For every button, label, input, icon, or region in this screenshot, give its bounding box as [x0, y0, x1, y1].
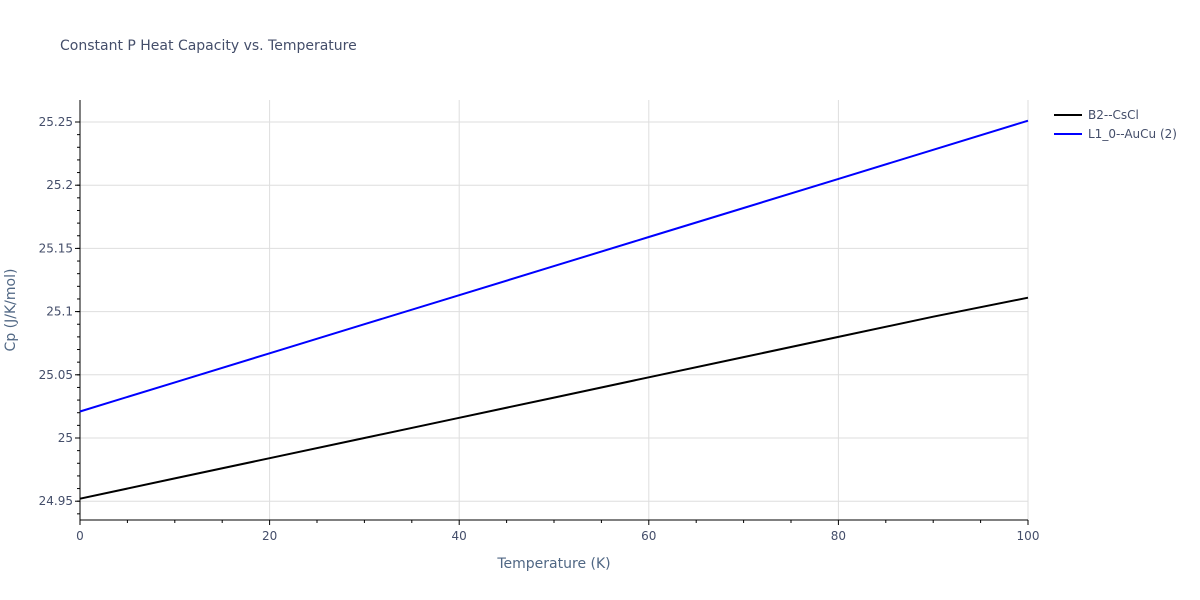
series-line — [79, 296, 1029, 500]
y-tick-label: 25.25 — [39, 115, 73, 129]
plot-lines — [79, 119, 1029, 500]
y-tick-label: 25.2 — [46, 178, 73, 192]
y-tick-label: 25.05 — [39, 368, 73, 382]
x-tick-label: 40 — [452, 529, 467, 543]
x-tick-label: 100 — [1017, 529, 1040, 543]
legend-entry[interactable]: B2--CsCl — [1088, 108, 1139, 122]
y-tick-label: 25.1 — [46, 305, 73, 319]
y-axis-label: Cp (J/K/mol) — [3, 269, 19, 352]
y-tick-label: 24.95 — [39, 494, 73, 508]
x-tick-label: 0 — [76, 529, 84, 543]
x-axis-label: Temperature (K) — [496, 556, 610, 572]
x-tick-label: 20 — [262, 529, 277, 543]
axes: 24.95 25 25.05 25.1 25.15 25.2 25.25 0 20 40 60 80 1… — [39, 100, 1040, 543]
x-tick-label: 80 — [831, 529, 846, 543]
legend: B2--CsCl L1_0--AuCu (2) — [1054, 108, 1177, 141]
series-line — [79, 119, 1029, 413]
chart-title: Constant P Heat Capacity vs. Temperature — [60, 38, 357, 54]
gridlines — [80, 100, 1029, 520]
legend-entry[interactable]: L1_0--AuCu (2) — [1088, 127, 1177, 141]
y-tick-label: 25.15 — [39, 241, 73, 255]
y-tick-label: 25 — [58, 431, 73, 445]
x-tick-label: 60 — [641, 529, 656, 543]
